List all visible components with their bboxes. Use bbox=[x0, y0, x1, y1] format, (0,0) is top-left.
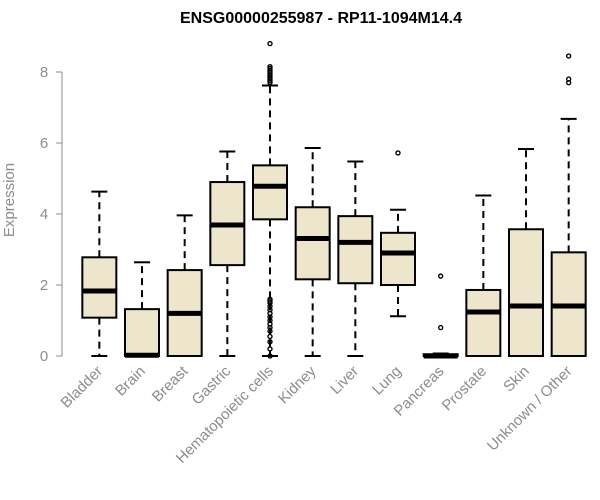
outlier-point bbox=[267, 353, 273, 359]
box-prostate bbox=[465, 194, 502, 357]
box-liver bbox=[337, 160, 374, 357]
outlier-point bbox=[267, 339, 273, 345]
iqr-box bbox=[294, 206, 331, 281]
outlier-point bbox=[565, 79, 572, 86]
box-breast bbox=[166, 214, 203, 357]
outlier-point bbox=[267, 346, 273, 352]
y-axis: 0 2 4 6 8 bbox=[40, 64, 63, 365]
boxes bbox=[81, 40, 587, 359]
outlier-point bbox=[437, 324, 444, 331]
box-hematopoietic-cells bbox=[252, 40, 288, 359]
y-tick-label: 4 bbox=[40, 206, 48, 223]
iqr-box bbox=[465, 288, 502, 357]
outlier-point bbox=[267, 40, 273, 47]
outlier-point bbox=[267, 328, 273, 334]
y-tick-label: 0 bbox=[40, 348, 48, 365]
outlier-point bbox=[395, 150, 401, 156]
x-tick-label: Breast bbox=[149, 362, 192, 405]
y-tick-label: 6 bbox=[40, 135, 48, 152]
box-lung bbox=[380, 150, 416, 318]
x-tick-label: Lung bbox=[369, 363, 405, 399]
x-tick-label: Skin bbox=[500, 363, 533, 396]
box-kidney bbox=[294, 146, 331, 357]
y-tick-label: 8 bbox=[40, 64, 48, 81]
iqr-box bbox=[81, 256, 118, 319]
y-tick-label: 2 bbox=[40, 277, 48, 294]
x-tick-label: Brain bbox=[112, 363, 149, 400]
box-bladder bbox=[81, 190, 118, 357]
box-pancreas bbox=[422, 273, 459, 359]
outlier-point bbox=[267, 79, 273, 86]
x-tick-label: Prostate bbox=[439, 363, 491, 415]
outlier-point bbox=[267, 333, 273, 340]
box-brain bbox=[124, 261, 160, 358]
x-tick-label: Liver bbox=[327, 363, 362, 398]
x-tick-label: Kidney bbox=[275, 362, 320, 407]
outlier-point bbox=[565, 53, 572, 59]
iqr-box bbox=[337, 215, 374, 285]
box-skin bbox=[508, 148, 544, 357]
iqr-box bbox=[252, 164, 288, 221]
iqr-box bbox=[380, 231, 416, 287]
box-gastric bbox=[209, 150, 246, 357]
iqr-box bbox=[508, 228, 544, 357]
outlier-point bbox=[437, 273, 444, 279]
chart-title: ENSG00000255987 - RP11-1094M14.4 bbox=[180, 10, 462, 27]
box-unknown-other bbox=[550, 53, 587, 357]
y-axis-label: Expression bbox=[1, 163, 18, 237]
iqr-box bbox=[124, 308, 160, 358]
x-tick-label: Bladder bbox=[58, 363, 107, 412]
